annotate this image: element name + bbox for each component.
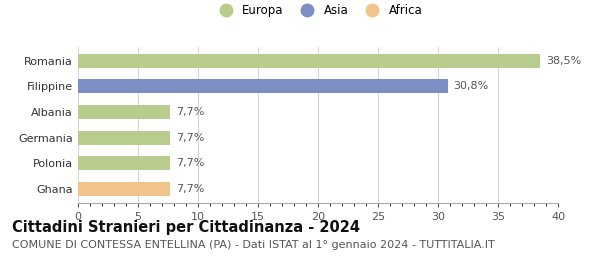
Bar: [78, 80, 448, 94]
Text: 7,7%: 7,7%: [176, 158, 205, 168]
Text: 7,7%: 7,7%: [176, 133, 205, 142]
Text: COMUNE DI CONTESSA ENTELLINA (PA) - Dati ISTAT al 1° gennaio 2024 - TUTTITALIA.I: COMUNE DI CONTESSA ENTELLINA (PA) - Dati…: [12, 240, 495, 250]
Text: 7,7%: 7,7%: [176, 107, 205, 117]
Bar: [78, 54, 540, 68]
Text: 38,5%: 38,5%: [546, 56, 581, 66]
Bar: [78, 156, 170, 170]
Text: Cittadini Stranieri per Cittadinanza - 2024: Cittadini Stranieri per Cittadinanza - 2…: [12, 220, 360, 235]
Bar: [78, 131, 170, 145]
Text: 30,8%: 30,8%: [454, 81, 489, 92]
Bar: [78, 182, 170, 196]
Text: 7,7%: 7,7%: [176, 184, 205, 194]
Legend: Europa, Asia, Africa: Europa, Asia, Africa: [214, 4, 422, 17]
Bar: [78, 105, 170, 119]
